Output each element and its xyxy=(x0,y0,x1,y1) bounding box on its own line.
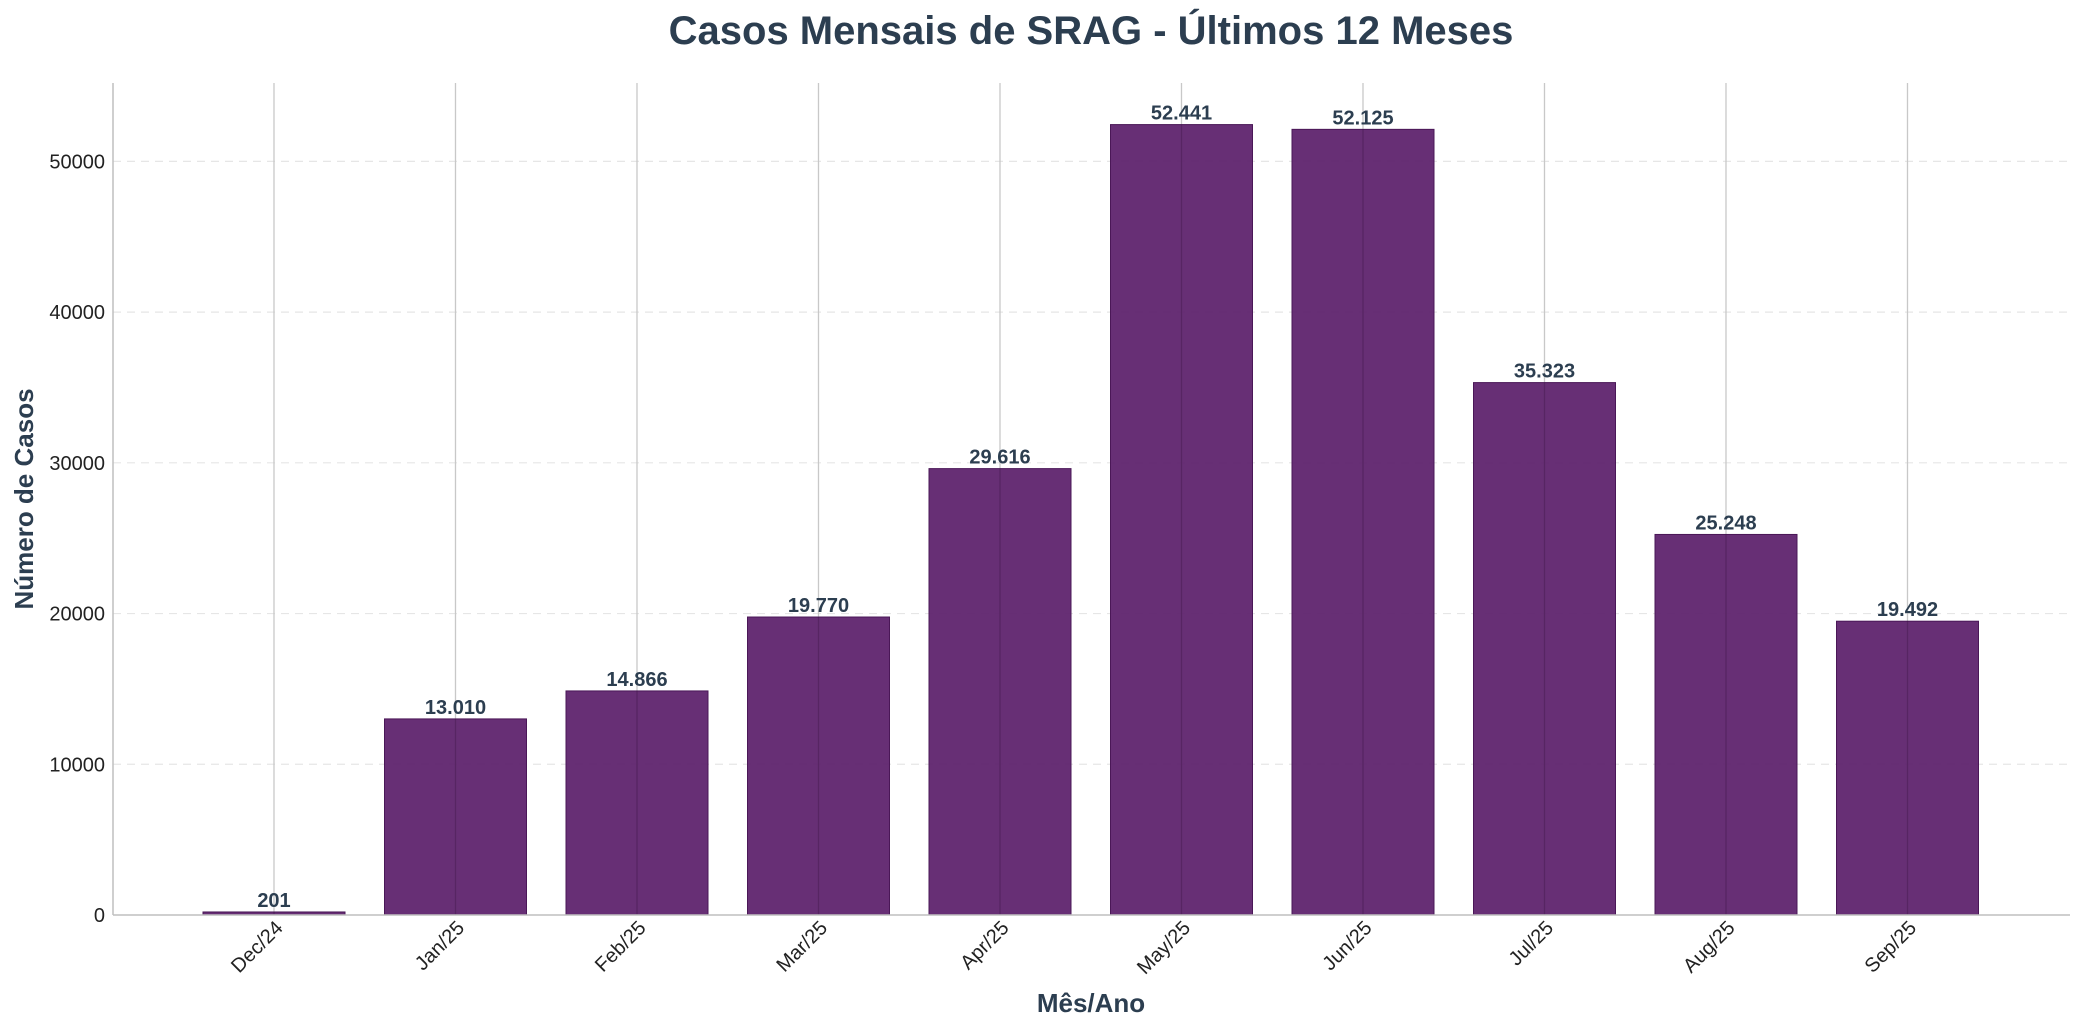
x-tick-label-2: Feb/25 xyxy=(591,917,651,977)
bar-value-label-0: 201 xyxy=(257,890,290,912)
y-tick-label-1: 10000 xyxy=(49,754,105,776)
y-tick-label-2: 20000 xyxy=(49,604,105,626)
bar-value-label-7: 35.323 xyxy=(1514,361,1575,383)
bar-Feb/25 xyxy=(565,690,709,916)
x-tick-label-7: Jul/25 xyxy=(1505,917,1558,970)
x-tick-label-6: Jun/25 xyxy=(1319,917,1377,975)
x-tick-labels: Dec/24 Jan/25 Feb/25 Mar/25 Apr/25 May/25 Jun/… xyxy=(227,917,1921,979)
x-tick-label-4: Apr/25 xyxy=(956,917,1013,974)
bar-value-label-8: 25.248 xyxy=(1695,512,1756,534)
bars xyxy=(202,124,1979,916)
x-tick-label-1: Jan/25 xyxy=(411,917,469,975)
bar-value-label-1: 13.010 xyxy=(425,697,486,719)
bar-value-label-2: 14.866 xyxy=(606,669,667,691)
y-tick-labels: 0 10000 20000 30000 40000 50000 xyxy=(49,151,105,927)
bar-value-label-6: 52.125 xyxy=(1332,107,1393,129)
bar-Mar/25 xyxy=(747,616,890,916)
x-tick-label-0: Dec/24 xyxy=(227,917,287,977)
y-tick-label-3: 30000 xyxy=(49,453,105,475)
bar-Apr/25 xyxy=(928,468,1072,916)
bar-Sep/25 xyxy=(1836,620,1979,916)
bar-Aug/25 xyxy=(1654,533,1798,916)
bar-value-label-3: 19.770 xyxy=(788,595,849,617)
bar-value-labels: 201 13.010 14.866 19.770 29.616 52.441 52.125 3… xyxy=(257,103,1938,912)
x-tick-label-9: Sep/25 xyxy=(1861,917,1921,977)
bar-Jul/25 xyxy=(1473,382,1616,916)
bar-value-label-9: 19.492 xyxy=(1877,599,1938,621)
y-axis-label: Número de Casos xyxy=(9,388,39,609)
y-tick-label-0: 0 xyxy=(94,905,105,927)
bar-May/25 xyxy=(1110,124,1253,916)
y-tick-label-4: 40000 xyxy=(49,302,105,324)
bar-value-label-5: 52.441 xyxy=(1151,103,1212,125)
x-tick-label-8: Aug/25 xyxy=(1679,917,1739,977)
bar-Jan/25 xyxy=(384,718,527,916)
axes xyxy=(112,83,2070,916)
y-tick-label-5: 50000 xyxy=(49,151,105,173)
x-axis-label: Mês/Ano xyxy=(1037,988,1145,1018)
x-tick-label-5: May/25 xyxy=(1133,917,1195,979)
bar-value-label-4: 29.616 xyxy=(969,447,1030,469)
chart-title: Casos Mensais de SRAG - Últimos 12 Meses xyxy=(669,7,1514,53)
x-tick-label-3: Mar/25 xyxy=(772,917,832,977)
